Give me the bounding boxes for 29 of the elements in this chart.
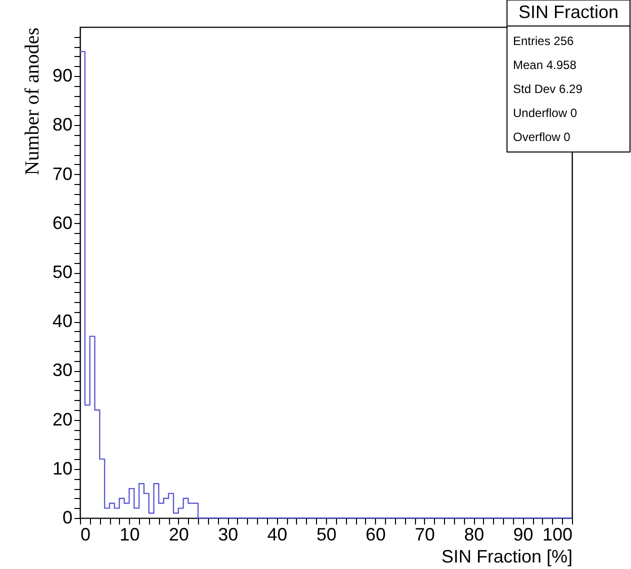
chart-title: SIN Fraction: [518, 2, 619, 22]
y-tick-label: 10: [52, 458, 72, 478]
y-tick-label: 40: [52, 311, 72, 332]
y-tick-label: 0: [62, 508, 72, 528]
annotation: Underflow 0: [513, 106, 578, 120]
y-tick-label: 60: [52, 212, 72, 233]
x-tick-label: 80: [464, 524, 484, 544]
x-tick-label: 40: [267, 524, 288, 544]
annotation: Overflow 0: [513, 130, 571, 144]
x-tick-label: 100: [542, 524, 572, 544]
annotation: Entries 256: [513, 34, 574, 48]
y-tick-label: 50: [52, 262, 72, 282]
x-tick-label: 60: [366, 524, 386, 544]
x-tick-label: 50: [316, 524, 337, 544]
x-tick-label: 10: [120, 524, 140, 544]
y-tick-label: 70: [52, 164, 72, 184]
x-axis-title: SIN Fraction [%]: [441, 546, 572, 566]
x-tick-label: 20: [168, 524, 189, 544]
y-tick-label: 90: [52, 66, 72, 86]
y-tick-label: 80: [52, 114, 72, 135]
y-tick-label: 30: [52, 360, 72, 380]
y-axis-title: Number of anodes: [21, 27, 44, 176]
x-tick-label: 70: [414, 524, 435, 544]
annotation: Mean 4.958: [513, 58, 577, 72]
x-tick-label: 90: [513, 524, 534, 544]
annotation: Std Dev 6.29: [513, 82, 583, 96]
x-tick-label: 0: [80, 524, 91, 544]
x-tick-label: 30: [218, 524, 238, 544]
y-tick-label: 20: [52, 409, 72, 430]
